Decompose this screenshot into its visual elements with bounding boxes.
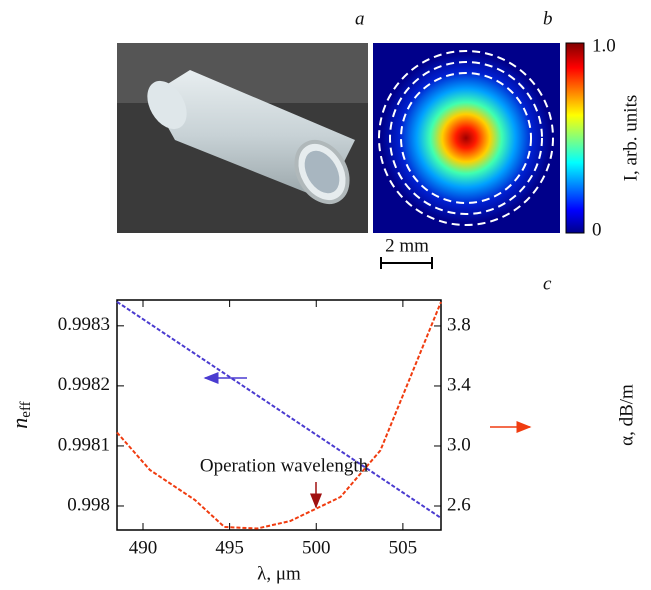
scale-label: 2 mm: [385, 235, 429, 256]
x-tick-label: 490: [129, 537, 158, 558]
y2-axis-label: α, dB/m: [616, 384, 637, 446]
y-axis-label: neff: [7, 401, 34, 428]
colorbar-tick-label: 0: [592, 219, 602, 240]
colorbar: [565, 42, 585, 234]
y2-tick-label: 2.6: [447, 494, 471, 515]
y-tick-label: 0.9983: [58, 314, 110, 335]
y-tick-label: 0.9981: [58, 434, 110, 455]
photo: [117, 43, 368, 233]
series-line: [116, 301, 442, 530]
y-axis-label-main: n: [7, 418, 32, 429]
colorbar-tick-label: 1.0: [592, 35, 616, 56]
series-line: [116, 300, 442, 519]
x-axis-label: λ, μm: [257, 563, 301, 584]
x-tick-label: 495: [215, 537, 244, 558]
panel-label: b: [543, 8, 553, 29]
y2-tick-label: 3.8: [447, 314, 471, 335]
panel-label: a: [355, 8, 365, 29]
panel-label: c: [543, 273, 552, 294]
x-tick-label: 500: [302, 537, 331, 558]
annotation: Operation wavelength: [200, 455, 369, 476]
x-tick-label: 505: [389, 537, 418, 558]
colorbar-label: I, arb. units: [620, 95, 641, 182]
y2-tick-label: 3.4: [447, 374, 471, 395]
y2-tick-label: 3.0: [447, 434, 471, 455]
y-tick-label: 0.9982: [58, 374, 110, 395]
y-tick-label: 0.998: [67, 494, 110, 515]
plot-frame: [116, 299, 442, 531]
y-axis-label-sub: eff: [18, 401, 34, 417]
intensity-map: [373, 43, 560, 233]
